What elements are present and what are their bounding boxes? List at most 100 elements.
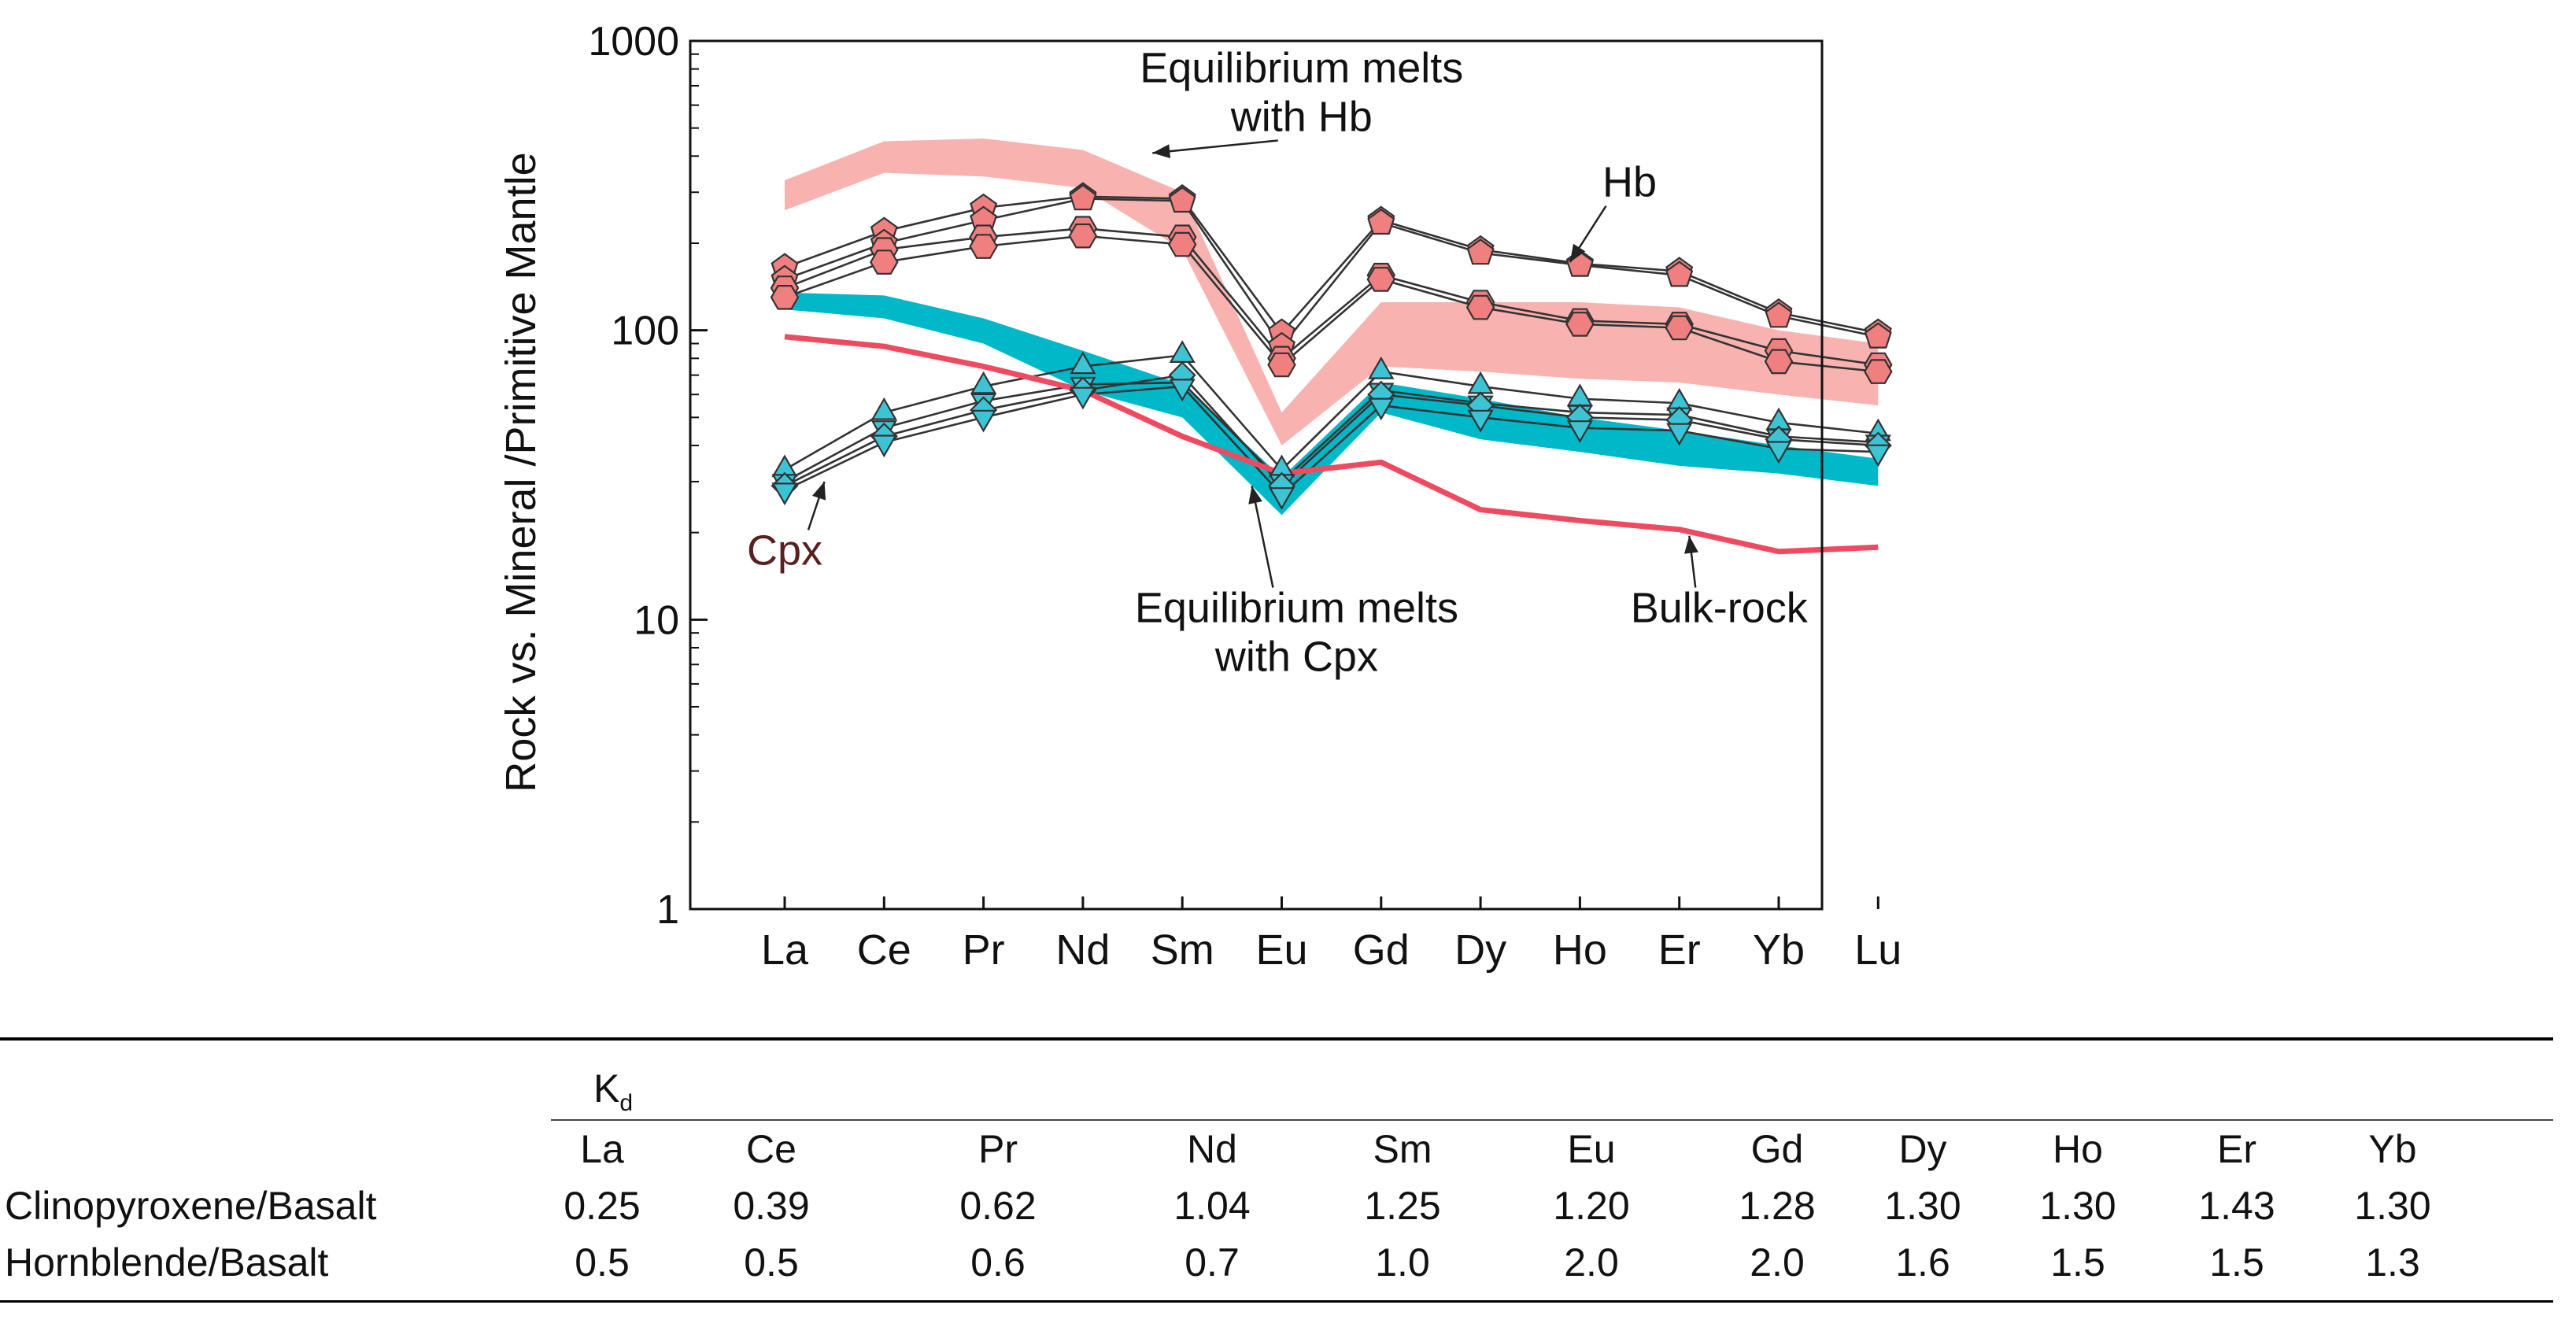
table-cell-Gd: 2.0 (1750, 1240, 1805, 1284)
data-point-cpx-7-Sm (1169, 379, 1196, 402)
data-point-hb-1-Gd (1367, 208, 1395, 235)
data-point-hb-3-Dy (1465, 294, 1495, 320)
axis-layer: 1 10 100 1000 La Ce Pr Nd Sm Eu Gd Dy Ho Er Yb Lu (588, 19, 1902, 974)
data-point-hb-1-Er (1665, 261, 1694, 287)
data-point-hb-1-Yb (1765, 301, 1793, 328)
y-tick-label: 10 (634, 597, 679, 643)
table-cell-Sm: 1.0 (1375, 1240, 1430, 1284)
series-line-bulk-rock (784, 334, 1879, 555)
annotation-equilibrium-melts-with-hb-arrow (1152, 139, 1278, 154)
x-tick-label-Dy: Dy (1454, 926, 1506, 974)
table-column-header-Yb: Yb (2368, 1127, 2417, 1171)
data-point-cpx-4-Nd (1070, 351, 1096, 375)
table-cell-Gd: 1.28 (1739, 1184, 1816, 1228)
series-line-cpx-7 (784, 385, 1879, 497)
table-cell-Nd: 1.04 (1173, 1184, 1251, 1228)
data-point-hb-1-Lu (1864, 322, 1892, 349)
table-cell-Nd: 0.7 (1185, 1240, 1240, 1284)
table-mid-rule (551, 1119, 2553, 1121)
table-bottom-rule (0, 1300, 2553, 1303)
data-point-cpx-7-Eu (1268, 487, 1295, 510)
x-tick-label-Eu: Eu (1255, 926, 1307, 974)
data-point-hb-1-Dy (1466, 238, 1495, 265)
data-point-hb-1-Sm (1168, 186, 1196, 213)
y-tick-label: 100 (611, 309, 679, 354)
table-cell-Pr: 0.62 (959, 1184, 1037, 1228)
annotation-equilibrium-melts-with-cpx-text: Equilibrium melts (1135, 585, 1458, 632)
data-point-cpx-7-Ho (1566, 420, 1594, 443)
series-line-hb-0 (784, 195, 1879, 335)
table-row-label: Clinopyroxene/Basalt (5, 1184, 377, 1228)
data-point-hb-3-Yb (1764, 349, 1794, 375)
y-axis-label: Rock vs. Mineral /Primitive Mantle (497, 152, 545, 792)
table-cell-Ce: 0.5 (744, 1240, 799, 1284)
data-point-cpx-7-Lu (1865, 444, 1891, 468)
x-tick-label-Pr: Pr (963, 926, 1005, 974)
table-cell-Yb: 1.3 (2365, 1240, 2420, 1284)
data-point-hb-3-Nd (1068, 223, 1098, 249)
table-column-header-Gd: Gd (1750, 1127, 1804, 1171)
x-tick-label-Er: Er (1658, 926, 1701, 974)
ree-chart: 1 10 100 1000 La Ce Pr Nd Sm Eu Gd Dy Ho Er Yb Lu Equil… (497, 19, 1902, 974)
data-point-hb-3-Gd (1366, 267, 1396, 292)
annotation-equilibrium-melts-with-hb-text: Equilibrium melts (1140, 44, 1463, 91)
table-column-header-Sm: Sm (1373, 1127, 1432, 1171)
y-tick-label: 1 (656, 887, 679, 933)
x-tick-label-Sm: Sm (1151, 926, 1214, 974)
table-cell-Pr: 0.6 (970, 1240, 1026, 1284)
band-hb (785, 138, 1879, 445)
annotation-bulk-rock-text: Bulk-rock (1631, 585, 1809, 632)
band-cpx (785, 292, 1879, 516)
plot-frame (689, 39, 1824, 911)
data-point-cpx-4-Pr (970, 371, 997, 394)
table-column-header-La: La (580, 1127, 624, 1171)
data-point-hb-1-Ho (1565, 250, 1594, 277)
annotation-equilibrium-melts-with-hb-arrowhead (1152, 144, 1171, 159)
marker-layer (770, 182, 1893, 510)
data-point-cpx-7-Er (1666, 423, 1693, 446)
annotation-cpx-text: Cpx (747, 527, 822, 574)
series-line-cpx-5 (784, 381, 1879, 483)
series-line-hb-3 (784, 235, 1879, 373)
annotation-bulk-rock-arrowhead (1684, 535, 1698, 554)
data-point-cpx-4-Ho (1566, 383, 1594, 407)
data-point-cpx-7-La (771, 482, 798, 506)
data-point-cpx-7-Ce (870, 434, 897, 458)
data-point-cpx-7-Gd (1368, 397, 1395, 421)
table-cell-La: 0.5 (575, 1240, 630, 1284)
data-point-hb-3-Eu (1267, 352, 1296, 378)
data-point-cpx-7-Pr (970, 409, 997, 433)
x-tick-label-Ce: Ce (857, 926, 911, 974)
data-point-cpx-4-Ce (870, 397, 897, 420)
table-row-label: Hornblende/Basalt (5, 1240, 329, 1284)
table-column-header-Er: Er (2217, 1127, 2256, 1171)
table-cell-Eu: 2.0 (1564, 1240, 1619, 1284)
table-cell-Yb: 1.30 (2354, 1184, 2431, 1228)
x-tick-label-La: La (761, 926, 809, 974)
x-tick-label-Ho: Ho (1553, 926, 1607, 974)
data-point-cpx-4-Gd (1368, 356, 1395, 379)
data-point-cpx-7-Nd (1070, 386, 1096, 410)
series-layer (784, 195, 1879, 555)
series-line-cpx-6 (784, 374, 1879, 487)
data-point-hb-3-Ho (1565, 312, 1595, 337)
annotation-hb-text: Hb (1602, 159, 1657, 206)
table-cell-Sm: 1.25 (1364, 1184, 1441, 1228)
annotation-equilibrium-melts-with-cpx-text-line2: with Cpx (1214, 634, 1378, 681)
kd-heading: Kd (593, 1066, 634, 1116)
band-layer (785, 138, 1879, 516)
table-column-header-Dy: Dy (1898, 1127, 1947, 1171)
table-cell-Ho: 1.30 (2039, 1184, 2116, 1228)
x-tick-label-Nd: Nd (1055, 926, 1110, 974)
table-column-header-Eu: Eu (1567, 1127, 1616, 1171)
table-cell-La: 0.25 (564, 1184, 641, 1228)
data-point-cpx-4-Dy (1467, 371, 1494, 394)
table-cell-Dy: 1.30 (1884, 1184, 1961, 1228)
table-cell-Dy: 1.6 (1895, 1240, 1950, 1284)
table-cell-Ho: 1.5 (2050, 1240, 2105, 1284)
table-column-header-Ce: Ce (746, 1127, 796, 1171)
table-column-header-Nd: Nd (1187, 1127, 1237, 1171)
data-point-hb-1-Nd (1069, 184, 1097, 211)
data-point-hb-3-Sm (1167, 231, 1197, 257)
